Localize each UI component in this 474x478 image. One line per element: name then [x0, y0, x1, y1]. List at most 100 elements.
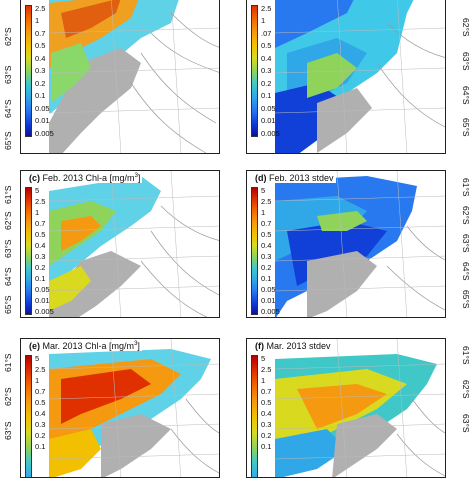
- tick: 0.01: [261, 296, 276, 305]
- panel-title-text: Feb. 2013 stdev: [269, 173, 334, 183]
- panel-label: (f): [255, 341, 264, 351]
- tick: 0.3: [261, 66, 272, 75]
- panel-title-e: (e) Mar. 2013 Chl-a [mg/m3]: [27, 341, 142, 351]
- lat-label: 61°S: [3, 185, 13, 204]
- tick: 0.05: [261, 104, 276, 113]
- tick: 0.2: [261, 79, 272, 88]
- unit-superscript: 3: [134, 341, 138, 347]
- tick: 0.3: [261, 420, 272, 429]
- panel-title-f: (f) Mar. 2013 stdev: [253, 341, 333, 351]
- tick: 0.4: [261, 54, 272, 63]
- tick: 0.2: [35, 431, 46, 440]
- lat-label: 64°S: [461, 86, 471, 105]
- tick: 0.3: [35, 252, 46, 261]
- lat-label: 63°S: [3, 65, 13, 84]
- tick: 0.7: [35, 219, 46, 228]
- tick: 0.4: [261, 241, 272, 250]
- panel-title-text: Mar. 2013 Chl-a [mg/m: [42, 341, 135, 351]
- tick: 0.1: [35, 91, 46, 100]
- tick: 0.4: [35, 241, 46, 250]
- panel-a: 2.5 1 0.7 0.5 0.4 0.3 0.2 0.1 0.05 0.01 …: [20, 0, 220, 154]
- map-c: [21, 171, 219, 317]
- tick: 0.005: [35, 129, 54, 138]
- tick: 0.01: [35, 296, 50, 305]
- panel-title-d: (d) Feb. 2013 stdev: [253, 173, 336, 183]
- tick: 1: [261, 16, 266, 25]
- tick: 0.4: [35, 409, 46, 418]
- tick: 1: [261, 376, 266, 385]
- lat-label: 65°S: [3, 131, 13, 150]
- tick: 1: [35, 208, 40, 217]
- lat-label: 63°S: [3, 421, 13, 440]
- tick: 0.7: [261, 387, 272, 396]
- map-a: [21, 0, 219, 153]
- tick: 0.5: [261, 41, 272, 50]
- tick: 0.1: [261, 442, 272, 451]
- panel-title-suffix: ]: [137, 173, 141, 183]
- tick: 1: [35, 376, 40, 385]
- tick: 0.7: [261, 219, 272, 228]
- tick: 0.4: [35, 54, 46, 63]
- panel-label: (c): [29, 173, 40, 183]
- tick: 0.01: [261, 116, 276, 125]
- tick: 0.5: [35, 398, 46, 407]
- tick: 2.5: [35, 365, 46, 374]
- lat-label: 62°S: [3, 211, 13, 230]
- lat-label: 62°S: [3, 27, 13, 46]
- lat-label: 62°S: [461, 206, 471, 225]
- tick: 1: [261, 208, 266, 217]
- panel-e: (e) Mar. 2013 Chl-a [mg/m3] 5 2.5 1 0.7 …: [20, 338, 220, 478]
- tick: 0.1: [261, 274, 272, 283]
- map-e: [21, 339, 219, 477]
- tick: 0.1: [261, 91, 272, 100]
- tick: 0.05: [261, 285, 276, 294]
- panel-b: 2.5 1 .07 0.5 0.4 0.3 0.2 0.1 0.05 0.01 …: [246, 0, 446, 154]
- tick: 0.2: [261, 263, 272, 272]
- tick: 2.5: [35, 4, 46, 13]
- tick: 0.1: [35, 442, 46, 451]
- tick: 2.5: [261, 197, 272, 206]
- lat-label: 63°S: [461, 414, 471, 433]
- lat-label: 64°S: [3, 267, 13, 286]
- tick: 2.5: [261, 4, 272, 13]
- tick: 0.01: [35, 116, 50, 125]
- map-d: [247, 171, 445, 317]
- unit-superscript: 3: [134, 173, 138, 179]
- panel-d: (d) Feb. 2013 stdev 5 2.5 1 0.7 0.5 0.4 …: [246, 170, 446, 318]
- tick: .07: [261, 29, 272, 38]
- panel-title-c: (c) Feb. 2013 Chl-a [mg/m3]: [27, 173, 143, 183]
- tick: 0.5: [35, 230, 46, 239]
- panel-c: (c) Feb. 2013 Chl-a [mg/m3] 5 2.5 1 0.7 …: [20, 170, 220, 318]
- lat-label: 61°S: [461, 346, 471, 365]
- tick: 0.05: [35, 104, 50, 113]
- tick: 0.4: [261, 409, 272, 418]
- lat-label: 63°S: [461, 234, 471, 253]
- panel-title-suffix: ]: [137, 341, 140, 351]
- lat-label: 61°S: [3, 353, 13, 372]
- tick: 0.1: [35, 274, 46, 283]
- tick: 0.7: [35, 29, 46, 38]
- lat-label: 65°S: [461, 118, 471, 137]
- map-f: [247, 339, 445, 477]
- panel-title-text: Mar. 2013 stdev: [266, 341, 331, 351]
- lat-label: 64°S: [461, 262, 471, 281]
- lat-label: 63°S: [461, 52, 471, 71]
- tick: 0.3: [261, 252, 272, 261]
- panel-label: (e): [29, 341, 40, 351]
- tick: 0.3: [35, 66, 46, 75]
- panel-title-text: Feb. 2013 Chl-a [mg/m: [42, 173, 135, 183]
- tick: 0.05: [35, 285, 50, 294]
- lat-label: 65°S: [3, 295, 13, 314]
- colorbar-f: [251, 355, 258, 477]
- lat-label: 62°S: [3, 387, 13, 406]
- lat-label: 63°S: [3, 239, 13, 258]
- tick: 0.005: [261, 129, 280, 138]
- tick: 2.5: [35, 197, 46, 206]
- colorbar-a: [25, 5, 32, 137]
- tick: 0.7: [35, 387, 46, 396]
- tick: 0.005: [35, 307, 54, 316]
- tick: 0.2: [35, 79, 46, 88]
- colorbar-d: [251, 187, 258, 315]
- map-b: [247, 0, 445, 153]
- colorbar-b: [251, 5, 258, 137]
